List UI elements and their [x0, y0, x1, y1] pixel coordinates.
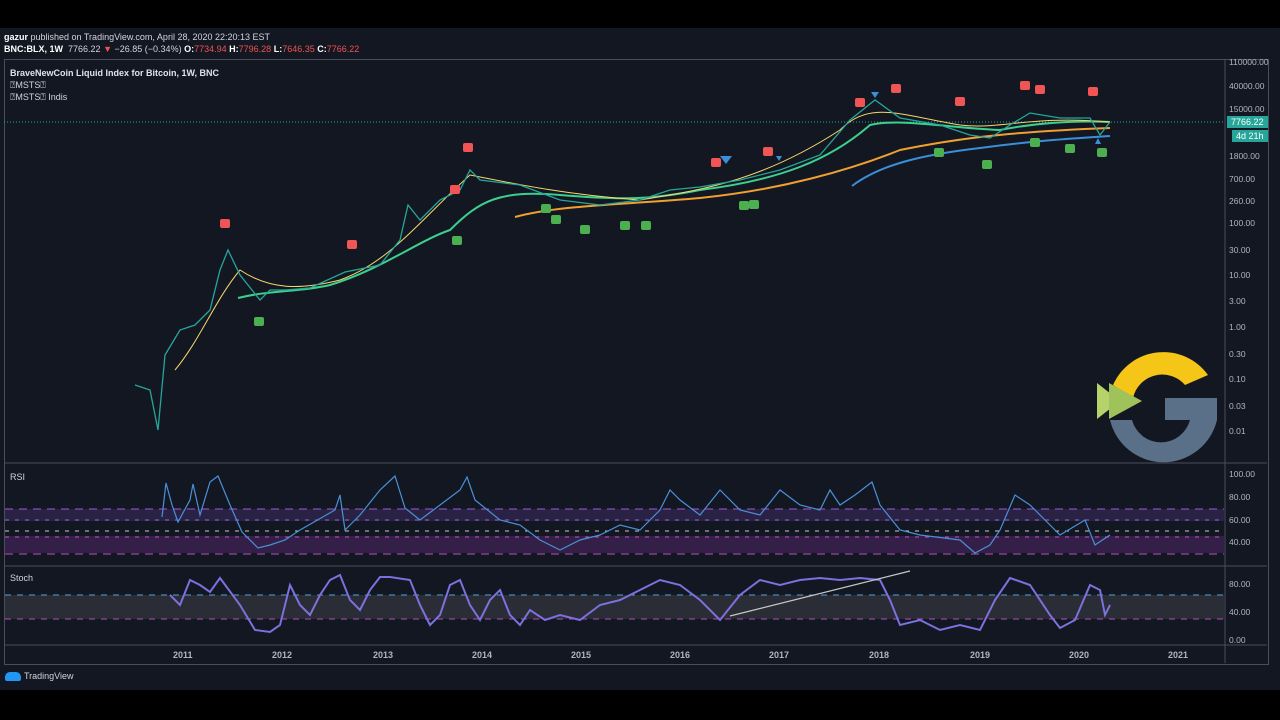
author[interactable]: gazur: [4, 32, 29, 42]
indicator-msts-indis[interactable]: ⍰MSTS⍰ Indis: [10, 92, 68, 102]
sell-signals: [220, 81, 1098, 249]
cloud-icon: [5, 671, 21, 681]
buy-signals: [254, 138, 1107, 326]
open-value: 7734.94: [194, 44, 227, 54]
publish-info: gazur published on TradingView.com, Apri…: [4, 32, 271, 42]
low-value: 7646.35: [282, 44, 315, 54]
down-arrow-icon: ▼: [103, 44, 112, 54]
close-value: 7766.22: [326, 44, 360, 54]
last-price: 7766.22: [68, 44, 101, 54]
rsi-label[interactable]: RSI: [10, 472, 26, 482]
bar-countdown: 4d 21h: [1232, 130, 1268, 142]
symbol: BNC:BLX, 1W: [4, 44, 63, 54]
symbol-info: BNC:BLX, 1W 7766.22 ▼ −26.85 (−0.34%) O:…: [4, 44, 360, 54]
stoch-label[interactable]: Stoch: [10, 573, 34, 583]
tradingview-logo[interactable]: TradingView: [5, 671, 74, 681]
chart-area[interactable]: [4, 59, 1269, 665]
high-value: 7796.28: [238, 44, 272, 54]
indicator-msts[interactable]: ⍰MSTS⍰: [10, 80, 46, 90]
symbol-title[interactable]: BraveNewCoin Liquid Index for Bitcoin, 1…: [10, 68, 220, 78]
change: −26.85 (−0.34%): [114, 44, 182, 54]
chart-legend: BraveNewCoin Liquid Index for Bitcoin, 1…: [10, 67, 219, 103]
watermark-logo: [1097, 352, 1217, 463]
last-price-label: 7766.22: [1227, 116, 1268, 128]
